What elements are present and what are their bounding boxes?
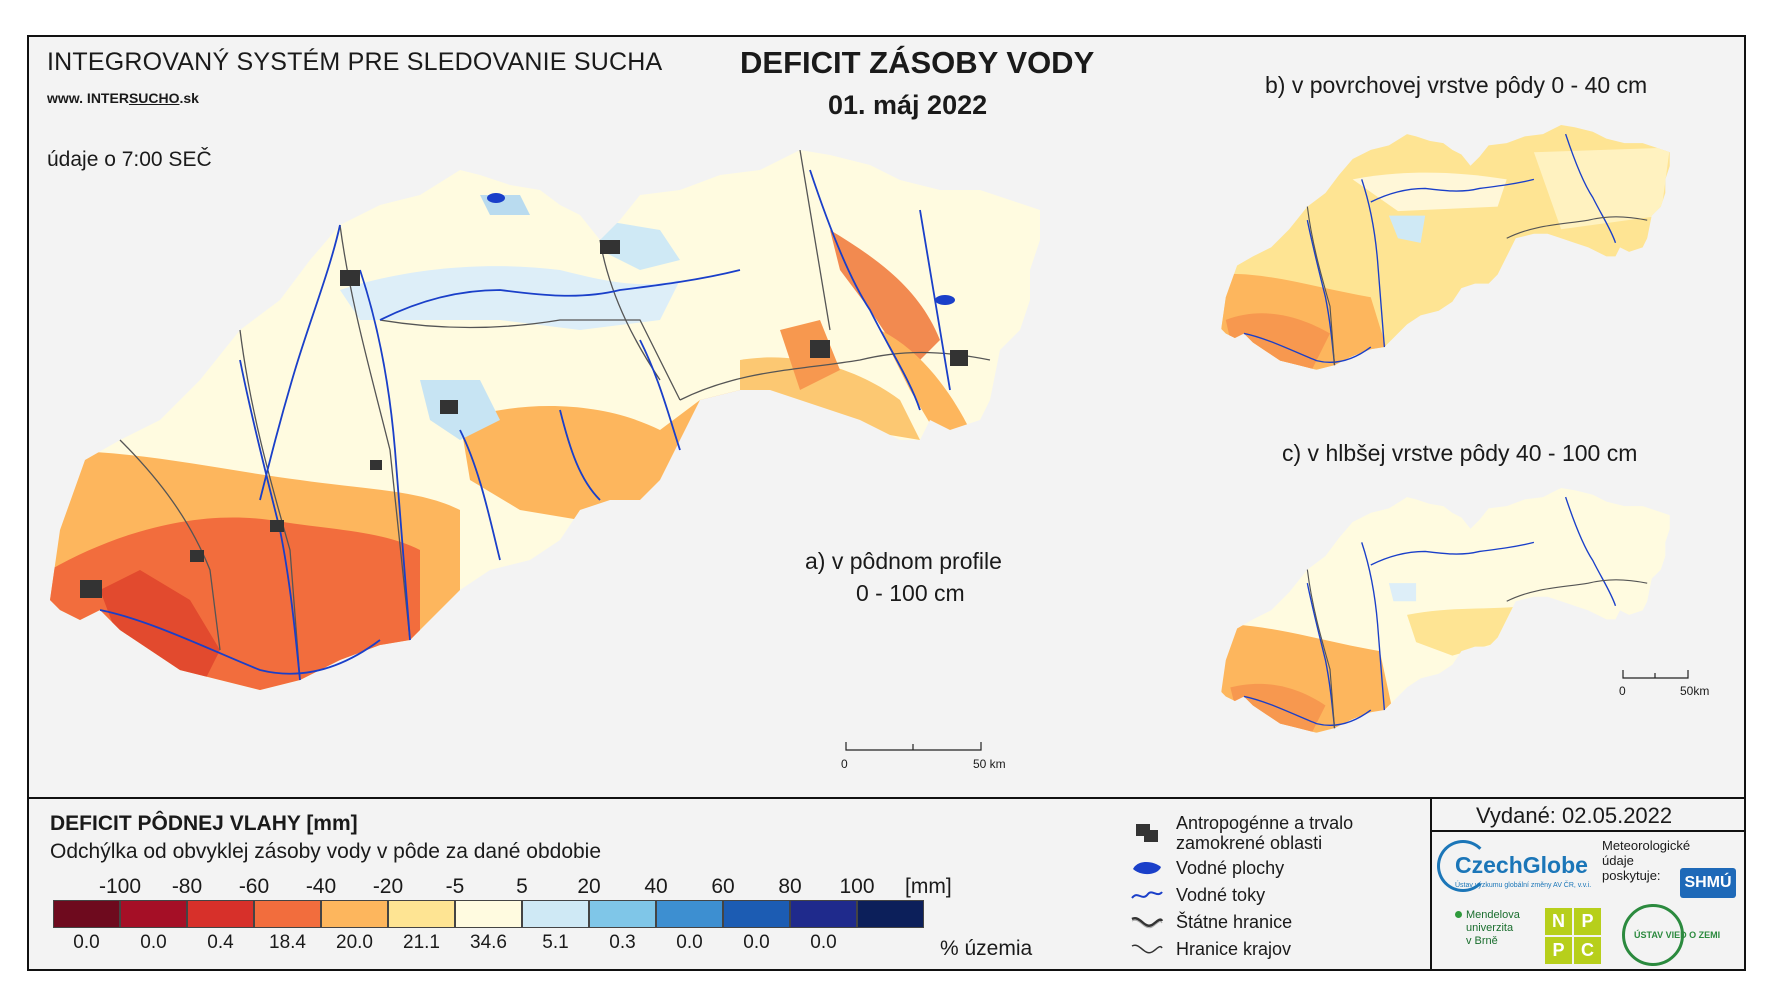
percent-label: % územia: [940, 937, 1033, 960]
main-scale-bar: [845, 742, 982, 751]
legend-region-border: Hranice krajov: [1130, 938, 1291, 960]
nppc-letter: P: [1574, 908, 1601, 935]
legend-river: Vodné toky: [1130, 884, 1265, 906]
legend-title: DEFICIT PÔDNEJ VLAHY [mm]: [50, 812, 358, 835]
legend-percent-value: 34.6: [470, 932, 507, 953]
legend-state-border-label: Štátne hranice: [1176, 911, 1293, 932]
legend-water-body-label: Vodné plochy: [1176, 857, 1285, 878]
shmu-logo: SHMÚ: [1680, 868, 1736, 898]
legend-state-border: Štátne hranice: [1130, 911, 1292, 933]
legend-tick-label: 80: [778, 875, 802, 898]
legend-percent-value: 21.1: [403, 932, 440, 953]
legend-color-swatch: [522, 900, 589, 928]
map-a-label: a) v pôdnom profile: [805, 548, 1002, 574]
main-scale-km: 50 km: [973, 757, 1006, 771]
legend-percent-value: 18.4: [269, 932, 306, 953]
legend-region-border-label: Hranice krajov: [1176, 938, 1292, 959]
legend-color-swatch: [656, 900, 723, 928]
river-icon: [1131, 891, 1163, 899]
map-c-deep-layer: [1221, 488, 1670, 733]
legend-percent-value: 0.3: [609, 932, 636, 953]
small-scale-bar: [1622, 670, 1689, 679]
czechglobe-subtitle: Ústav výzkumu globální změny AV ČR, v.v.…: [1455, 882, 1592, 889]
credits-divider-horizontal: [1430, 830, 1746, 832]
issued-date: Vydané: 02.05.2022: [1476, 803, 1673, 828]
nppc-letter: C: [1574, 937, 1601, 964]
legend-percent-value: 20.0: [336, 932, 373, 953]
legend-percent-value: 0.0: [676, 932, 703, 953]
small-scale-km: 50km: [1680, 684, 1710, 698]
legend-color-swatch: [589, 900, 656, 928]
legend-tick-label: -40: [305, 875, 337, 898]
legend-unit: [mm]: [905, 875, 952, 898]
legend-subtitle: Odchýlka od obvyklej zásoby vody v pôde …: [50, 840, 602, 863]
website-link[interactable]: www. INTERSUCHO.sk: [47, 90, 199, 106]
map-b-label: b) v povrchovej vrstve pôdy 0 - 40 cm: [1265, 72, 1648, 98]
czechglobe-ring-icon: [1437, 840, 1489, 892]
czechglobe-logo: CzechGlobe Ústav výzkumu globální změny …: [1437, 838, 1597, 896]
legend-urban: Antropogénne a trvalo zamokrené oblasti: [1130, 813, 1353, 853]
legend-tick-label: 100: [839, 875, 875, 898]
czechglobe-name: CzechGlobe: [1455, 852, 1588, 878]
system-title: INTEGROVANÝ SYSTÉM PRE SLEDOVANIE SUCHA: [47, 48, 663, 76]
region-border-icon: [1131, 944, 1163, 954]
water-body-icon: [1133, 862, 1161, 875]
legend-tick-label: 5: [516, 875, 528, 898]
legend-percent-value: 0.0: [743, 932, 770, 953]
credits-divider: [1430, 797, 1432, 971]
legend-color-swatch: [321, 900, 388, 928]
legend-tick-label: -80: [171, 875, 203, 898]
mendel-logo: Mendelova univerzita v Brně: [1455, 909, 1520, 948]
nppc-letter: N: [1545, 908, 1572, 935]
legend-tick-label: -100: [98, 875, 142, 898]
legend-color-swatch: [857, 900, 924, 928]
legend-color-swatch: [723, 900, 790, 928]
map-date: 01. máj 2022: [828, 90, 988, 120]
legend-percent-value: 5.1: [542, 932, 569, 953]
legend-tick-label: 20: [577, 875, 601, 898]
legend-color-swatch: [388, 900, 455, 928]
legend-tick-label: 60: [711, 875, 735, 898]
legend-tick-label: -60: [238, 875, 270, 898]
legend-color-swatch: [120, 900, 187, 928]
legend-percent-value: 0.0: [73, 932, 100, 953]
small-scale-zero: 0: [1619, 684, 1626, 698]
legend-river-label: Vodné toky: [1176, 884, 1266, 905]
legend-percent-value: 0.0: [140, 932, 167, 953]
met-data-note: Meteorologické údaje poskytuje:: [1602, 838, 1691, 883]
state-border-icon: [1131, 917, 1164, 929]
page-title: DEFICIT ZÁSOBY VODY: [740, 45, 1095, 80]
legend-color-swatch: [254, 900, 321, 928]
legend-color-swatch: [53, 900, 120, 928]
map-a-depth: 0 - 100 cm: [856, 580, 965, 606]
uvz-circle-icon: [1622, 904, 1684, 966]
legend-water-body: Vodné plochy: [1130, 857, 1284, 879]
map-c-label: c) v hlbšej vrstve pôdy 40 - 100 cm: [1282, 440, 1638, 466]
legend-color-swatch: [455, 900, 522, 928]
legend-color-swatch: [790, 900, 857, 928]
data-time-note: údaje o 7:00 SEČ: [47, 148, 212, 171]
uvz-name: ÚSTAV VIED O ZEMI: [1634, 930, 1721, 940]
main-scale-zero: 0: [841, 757, 848, 771]
legend-tick-label: -5: [445, 875, 465, 898]
legend-percent-value: 0.4: [207, 932, 234, 953]
map-b-surface-layer: [1221, 125, 1670, 370]
uvz-logo: ÚSTAV VIED O ZEMI: [1622, 904, 1732, 966]
urban-area-icon: [1136, 824, 1158, 842]
legend-urban-label: Antropogénne a trvalo zamokrené oblasti: [1176, 813, 1354, 853]
nppc-letter: P: [1545, 937, 1572, 964]
legend-percent-value: 0.0: [810, 932, 837, 953]
legend-tick-label: -20: [372, 875, 404, 898]
main-map: [50, 150, 1040, 690]
legend-tick-label: 40: [644, 875, 668, 898]
mendel-name: Mendelova univerzita v Brně: [1466, 909, 1520, 947]
mendel-dot-icon: [1455, 911, 1462, 918]
legend-color-swatch: [187, 900, 254, 928]
nppc-logo: N P P C: [1545, 908, 1601, 964]
